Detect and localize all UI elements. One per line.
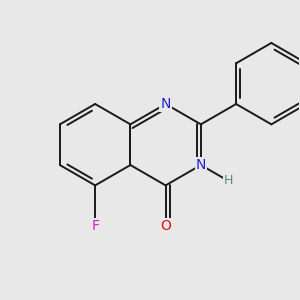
Text: N: N xyxy=(196,158,206,172)
Text: F: F xyxy=(91,219,99,233)
Text: H: H xyxy=(224,174,233,188)
Text: O: O xyxy=(160,219,171,233)
Text: N: N xyxy=(160,97,171,111)
